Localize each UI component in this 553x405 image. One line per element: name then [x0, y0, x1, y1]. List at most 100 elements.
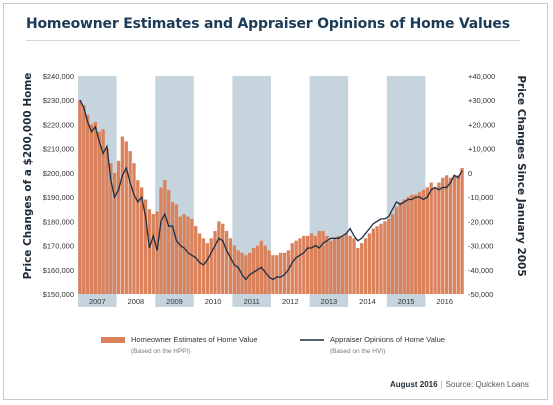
legend-swatch-bar	[101, 337, 125, 343]
bar	[367, 233, 372, 294]
bar	[410, 194, 414, 294]
right-tick-label: -50,000	[468, 290, 493, 299]
bar	[360, 243, 364, 294]
footer-date: August 2016	[390, 380, 438, 389]
bar	[85, 114, 90, 294]
right-tick-label: +10,000	[468, 145, 495, 154]
bar	[317, 231, 321, 294]
footer: August 2016 | Source: Quicken Loans	[390, 380, 529, 389]
legend: Homeowner Estimates of Home Value (Based…	[101, 335, 445, 355]
bar	[344, 233, 348, 294]
year-label: 2008	[128, 297, 145, 306]
bar	[302, 235, 306, 294]
bar	[356, 247, 360, 294]
bar	[167, 189, 171, 294]
year-label: 2012	[282, 297, 299, 306]
bar	[321, 231, 325, 294]
bar	[201, 238, 206, 294]
bar	[394, 206, 399, 294]
bar	[390, 214, 395, 294]
left-tick-label: $180,000	[43, 217, 74, 226]
right-axis-ticks: +40,000 +30,000 +20,000 +10,000 0 -10,000 -20,…	[468, 72, 495, 299]
right-tick-label: 0	[468, 169, 472, 178]
right-tick-label: +30,000	[468, 96, 495, 105]
right-tick-label: -40,000	[468, 266, 493, 275]
bar	[379, 223, 383, 294]
bar	[387, 218, 391, 294]
bar	[251, 247, 256, 294]
bar-series	[78, 100, 464, 295]
bar	[425, 187, 430, 294]
year-label: 2010	[205, 297, 222, 306]
bar	[147, 209, 152, 294]
bar	[205, 243, 209, 294]
bar	[178, 216, 182, 294]
right-tick-label: -20,000	[468, 217, 493, 226]
bar	[340, 235, 345, 294]
right-axis-label: Price Changes Since January 2005	[515, 75, 527, 276]
year-label: 2015	[398, 297, 415, 306]
bar	[460, 168, 464, 294]
bar	[194, 226, 198, 294]
bar	[190, 218, 194, 294]
bar	[290, 243, 294, 294]
bar	[182, 214, 186, 294]
bar	[352, 238, 356, 294]
year-labels: 2007 2008 2009 2010 2011 2012 2013 2014 2015 2016	[89, 297, 453, 306]
bar	[248, 252, 252, 294]
bar	[209, 238, 213, 294]
year-label: 2007	[89, 297, 106, 306]
bar	[441, 177, 445, 294]
bar	[298, 238, 302, 294]
bar	[120, 136, 125, 294]
bar	[124, 141, 128, 294]
bar	[170, 201, 175, 294]
legend-label-appraiser: Appraiser Opinions of Home Value	[330, 335, 445, 344]
bar	[371, 228, 375, 294]
bar	[128, 151, 132, 294]
bar	[452, 175, 457, 294]
bar	[224, 231, 229, 294]
bar	[140, 187, 144, 294]
bar	[267, 250, 271, 294]
legend-note-homeowner: (Based on the HPPI)	[131, 348, 191, 355]
right-tick-label: +40,000	[468, 72, 495, 81]
bar	[433, 187, 437, 294]
bar	[232, 245, 237, 294]
right-tick-label: -10,000	[468, 193, 493, 202]
bar	[325, 235, 329, 294]
bar	[82, 105, 86, 294]
bar	[448, 177, 453, 294]
left-tick-label: $170,000	[43, 242, 74, 251]
bar	[263, 245, 267, 294]
bar	[163, 180, 167, 294]
left-tick-label: $200,000	[43, 169, 74, 178]
bar	[217, 221, 221, 294]
right-tick-label: -30,000	[468, 242, 493, 251]
year-label: 2014	[359, 297, 376, 306]
bar	[116, 160, 121, 294]
bar	[97, 131, 101, 294]
legend-note-appraiser: (Based on the HVI)	[330, 348, 385, 355]
legend-label-homeowner: Homeowner Estimates of Home Value	[131, 335, 258, 344]
chart-title: Homeowner Estimates and Appraiser Opinio…	[26, 16, 510, 32]
bar	[278, 252, 283, 294]
year-label: 2016	[436, 297, 453, 306]
bar	[309, 233, 314, 294]
bar	[136, 180, 140, 294]
bar	[333, 238, 337, 294]
bar	[406, 197, 410, 294]
left-axis-label: Price Changes of a $200,000 Home	[22, 73, 34, 280]
bar	[112, 172, 117, 294]
bar	[313, 235, 318, 294]
bar	[93, 122, 98, 295]
bar	[414, 194, 418, 294]
bar	[429, 182, 433, 294]
bar	[213, 231, 217, 294]
bar	[286, 250, 291, 294]
bar	[89, 124, 94, 294]
left-tick-label: $230,000	[43, 96, 74, 105]
bar	[155, 211, 159, 294]
bar	[159, 187, 163, 294]
